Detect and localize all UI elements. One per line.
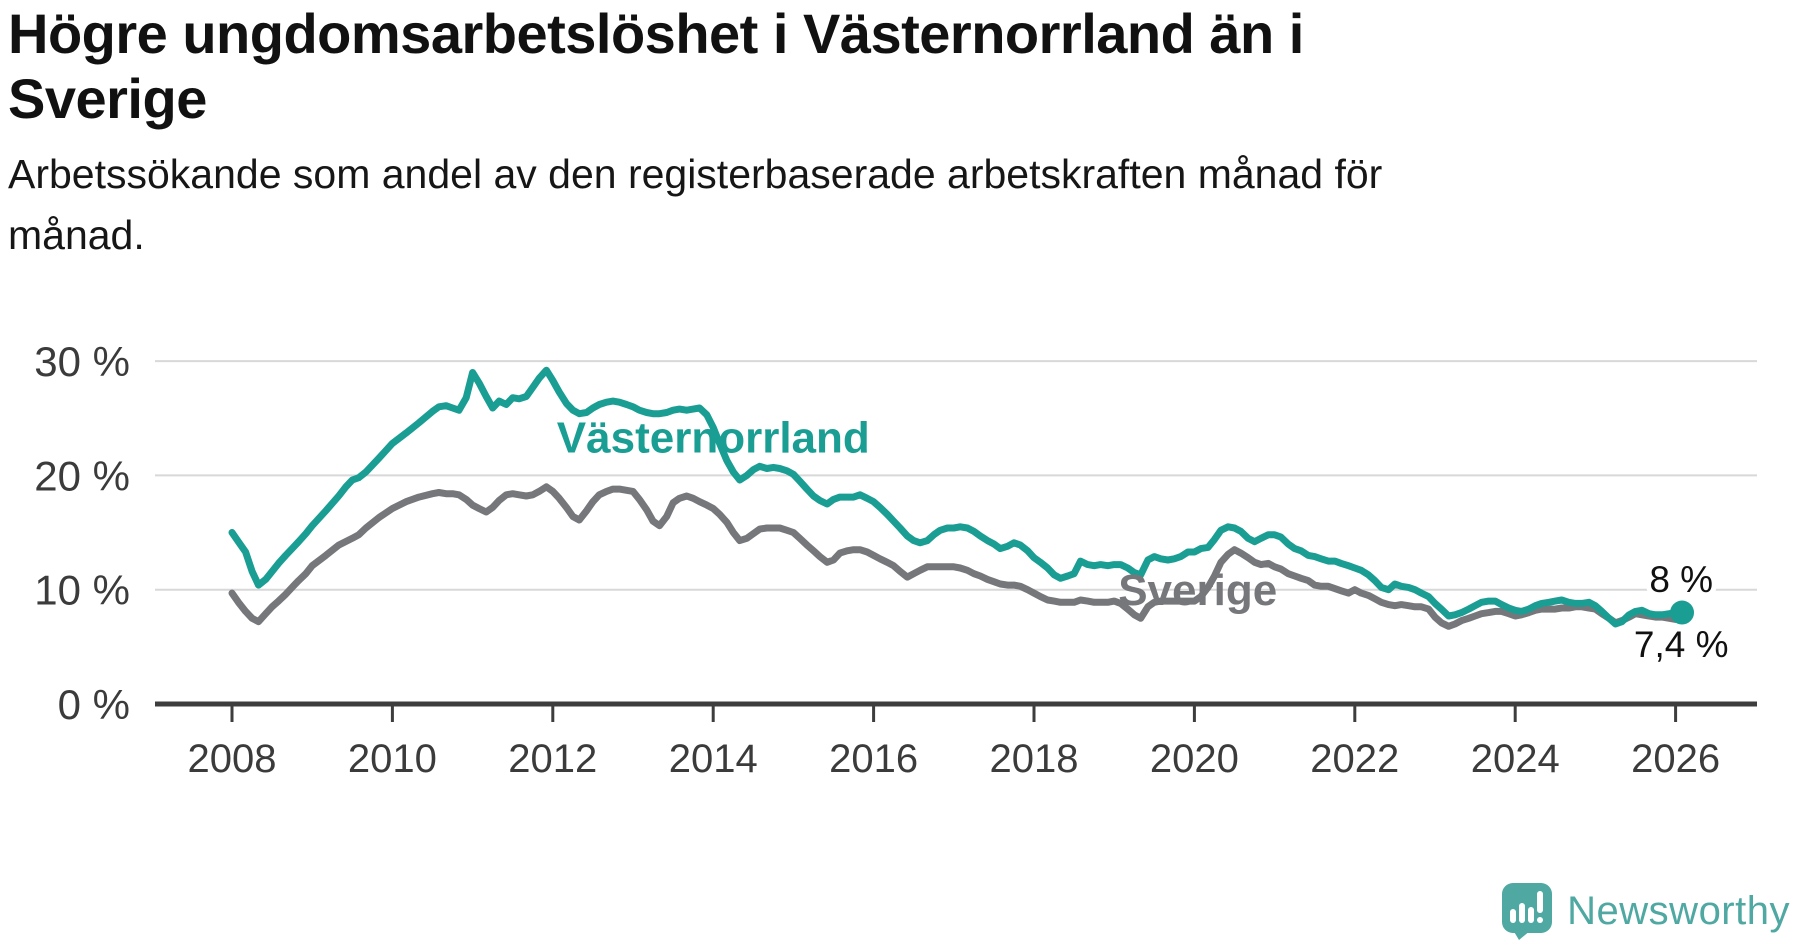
title-line-1: Högre ungdomsarbetslöshet i Västernorrla… — [8, 2, 1304, 65]
x-tick-label: 2018 — [990, 737, 1079, 781]
newsworthy-bubble-icon — [1502, 883, 1553, 940]
x-tick-label: 2012 — [508, 737, 597, 781]
x-tick-label: 2020 — [1150, 737, 1239, 781]
end-value-label: 7,4 % — [1634, 624, 1729, 665]
subtitle-line-2: månad. — [8, 212, 145, 259]
y-tick-label: 20 % — [34, 452, 130, 499]
y-tick-label: 0 % — [58, 681, 130, 728]
chart-subtitle: Arbetssökande som andel av den registerb… — [8, 144, 1792, 267]
series-line-sverige — [228, 483, 1686, 630]
y-tick-label: 10 % — [34, 567, 130, 614]
newsworthy-logo-text: Newsworthy — [1567, 888, 1790, 933]
x-tick-label: 2022 — [1310, 737, 1399, 781]
chart-header: Högre ungdomsarbetslöshet i Västernorrla… — [8, 2, 1792, 267]
series-label-västernorrland: Västernorrland — [557, 414, 870, 463]
x-tick-label: 2016 — [829, 737, 918, 781]
page-title: Högre ungdomsarbetslöshet i Västernorrla… — [8, 2, 1792, 132]
title-line-2: Sverige — [8, 66, 207, 130]
series-label-sverige: Sverige — [1118, 566, 1277, 615]
series-end-dot-västernorrland — [1670, 600, 1695, 625]
x-tick-label: 2008 — [188, 737, 277, 781]
series-line-västernorrland — [228, 366, 1686, 628]
subtitle-line-1: Arbetssökande som andel av den registerb… — [8, 150, 1383, 197]
x-tick-label: 2026 — [1631, 737, 1720, 781]
x-tick-label: 2010 — [348, 737, 437, 781]
newsworthy-logo: Newsworthy — [1501, 882, 1790, 940]
y-tick-label: 30 % — [34, 338, 130, 385]
x-tick-label: 2024 — [1471, 737, 1560, 781]
x-tick-label: 2014 — [669, 737, 758, 781]
end-value-label: 8 % — [1649, 559, 1713, 600]
